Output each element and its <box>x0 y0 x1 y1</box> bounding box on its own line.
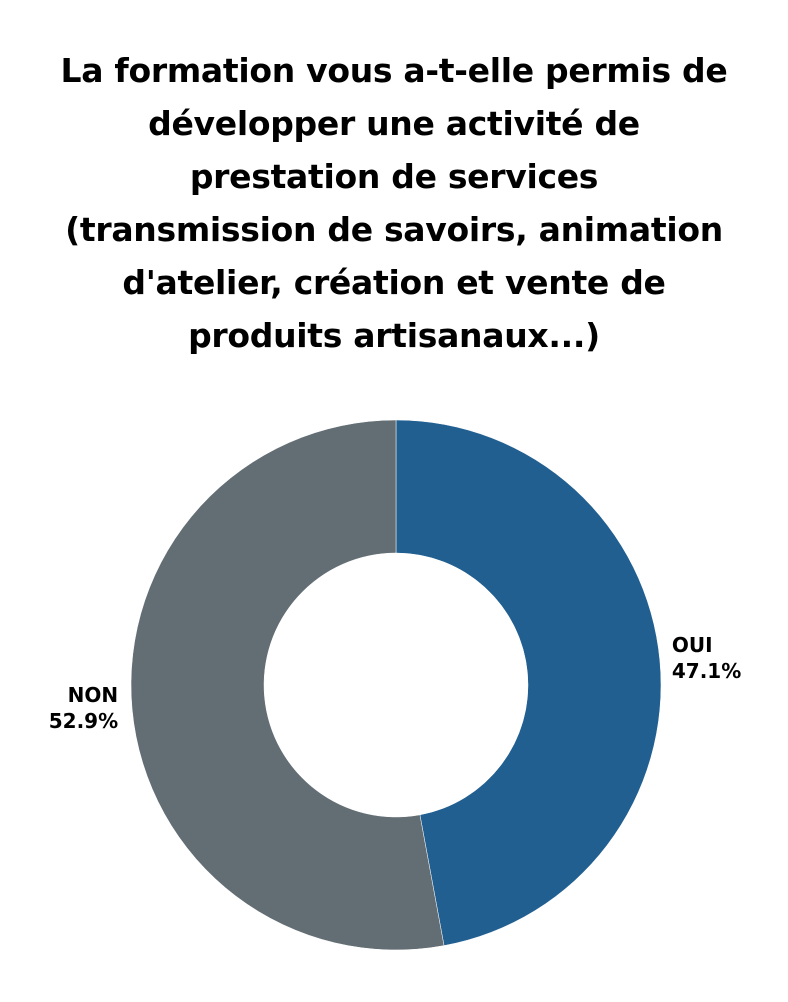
slice-label-non-name: NON <box>68 683 118 707</box>
slice-oui <box>395 419 662 946</box>
chart-title: La formation vous a-t-elle permis de dév… <box>60 51 728 355</box>
slice-label-oui-name: OUI <box>672 633 713 657</box>
labels-group: OUI 47.1% NON 52.9% <box>49 633 742 733</box>
slice-label-non-value: 52.9% <box>49 709 118 733</box>
slice-label-oui-value: 47.1% <box>672 659 741 683</box>
slice-non <box>130 419 445 951</box>
slices-group <box>130 419 662 951</box>
